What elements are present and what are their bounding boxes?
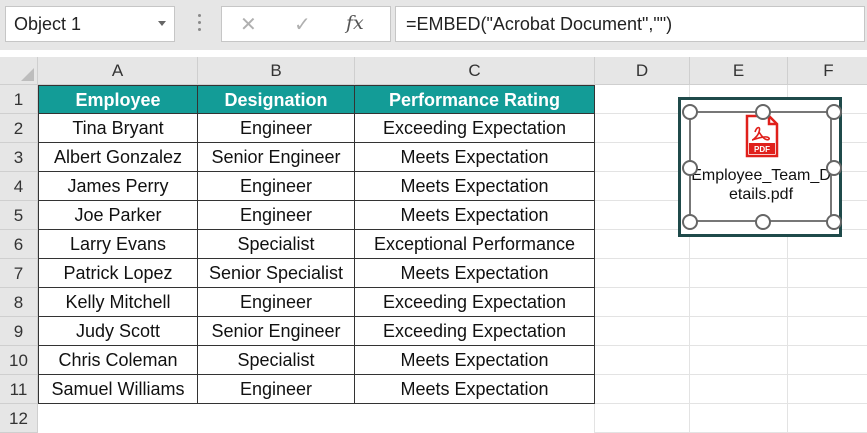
resize-handle[interactable]	[755, 104, 771, 120]
table-cell[interactable]: Engineer	[198, 172, 355, 201]
filename-line-1: Employee_Team_D	[691, 167, 831, 184]
resize-handle[interactable]	[682, 214, 698, 230]
embedded-object-filename: Employee_Team_D etails.pdf	[680, 166, 842, 204]
row-header-1[interactable]: 1	[0, 85, 38, 114]
table-cell[interactable]: Meets Expectation	[355, 259, 595, 288]
check-icon[interactable]: ✓	[294, 14, 311, 36]
resize-handle[interactable]	[826, 160, 842, 176]
table-cell[interactable]: Engineer	[198, 114, 355, 143]
row-header-10[interactable]: 10	[0, 346, 38, 375]
resize-handle[interactable]	[682, 104, 698, 120]
gridline-horizontal	[595, 316, 867, 317]
gridline-horizontal	[595, 403, 867, 404]
name-box-value: Object 1	[14, 14, 82, 34]
pdf-icon-text: PDF	[754, 145, 770, 154]
column-header-c[interactable]: C	[355, 57, 595, 85]
gridline-horizontal	[595, 287, 867, 288]
table-cell[interactable]: Senior Engineer	[198, 143, 355, 172]
row-header-8[interactable]: 8	[0, 288, 38, 317]
column-header-d[interactable]: D	[595, 57, 690, 85]
name-box[interactable]: Object 1	[5, 6, 175, 42]
gridline-vertical	[787, 85, 788, 433]
formula-bar-area: Object 1 ✕ ✓ fx =EMBED("Acrobat Document…	[0, 0, 867, 50]
row-header-9[interactable]: 9	[0, 317, 38, 346]
cancel-icon[interactable]: ✕	[240, 14, 257, 36]
table-cell[interactable]: Meets Expectation	[355, 143, 595, 172]
resize-handle[interactable]	[826, 214, 842, 230]
table-cell[interactable]: Exceeding Expectation	[355, 317, 595, 346]
table-cell[interactable]: Tina Bryant	[38, 114, 198, 143]
row-header-4[interactable]: 4	[0, 172, 38, 201]
table-header-cell[interactable]: Designation	[198, 85, 355, 114]
table-cell[interactable]: James Perry	[38, 172, 198, 201]
row-header-11[interactable]: 11	[0, 375, 38, 404]
table-cell[interactable]: Engineer	[198, 288, 355, 317]
pdf-icon: PDF	[745, 114, 779, 158]
table-cell[interactable]: Engineer	[198, 201, 355, 230]
resize-handle[interactable]	[755, 214, 771, 230]
table-cell[interactable]: Meets Expectation	[355, 201, 595, 230]
column-header-b[interactable]: B	[198, 57, 355, 85]
resize-handle[interactable]	[682, 160, 698, 176]
table-cell[interactable]: Specialist	[198, 230, 355, 259]
row-header-12[interactable]: 12	[0, 404, 38, 433]
row-header-6[interactable]: 6	[0, 230, 38, 259]
more-options-icon[interactable]	[198, 14, 201, 34]
filename-line-2: etails.pdf	[728, 186, 794, 203]
table-cell[interactable]: Meets Expectation	[355, 346, 595, 375]
row-header-2[interactable]: 2	[0, 114, 38, 143]
gridline-horizontal	[595, 374, 867, 375]
column-header-a[interactable]: A	[38, 57, 198, 85]
select-all-button[interactable]	[0, 57, 38, 85]
gridline-horizontal	[595, 345, 867, 346]
chevron-down-icon[interactable]	[158, 21, 166, 26]
table-cell[interactable]: Joe Parker	[38, 201, 198, 230]
table-header-cell[interactable]: Employee	[38, 85, 198, 114]
table-cell[interactable]: Albert Gonzalez	[38, 143, 198, 172]
formula-buttons: ✕ ✓ fx	[221, 6, 391, 42]
column-header-f[interactable]: F	[788, 57, 867, 85]
table-cell[interactable]: Larry Evans	[38, 230, 198, 259]
gridline-vertical	[689, 85, 690, 433]
table-cell[interactable]: Judy Scott	[38, 317, 198, 346]
table-cell[interactable]: Senior Specialist	[198, 259, 355, 288]
table-header-cell[interactable]: Performance Rating	[355, 85, 595, 114]
row-header-5[interactable]: 5	[0, 201, 38, 230]
table-cell[interactable]: Senior Engineer	[198, 317, 355, 346]
table-cell[interactable]: Chris Coleman	[38, 346, 198, 375]
formula-text: =EMBED("Acrobat Document","")	[406, 14, 673, 34]
formula-input[interactable]: =EMBED("Acrobat Document","")	[395, 6, 865, 42]
row-header-7[interactable]: 7	[0, 259, 38, 288]
column-header-e[interactable]: E	[690, 57, 788, 85]
table-cell[interactable]: Specialist	[198, 346, 355, 375]
table-cell[interactable]: Meets Expectation	[355, 172, 595, 201]
table-cell[interactable]: Kelly Mitchell	[38, 288, 198, 317]
row-header-3[interactable]: 3	[0, 143, 38, 172]
resize-handle[interactable]	[826, 104, 842, 120]
table-cell[interactable]: Exceptional Performance	[355, 230, 595, 259]
table-cell[interactable]: Samuel Williams	[38, 375, 198, 404]
table-cell[interactable]: Patrick Lopez	[38, 259, 198, 288]
table-cell[interactable]: Meets Expectation	[355, 375, 595, 404]
table-cell[interactable]: Exceeding Expectation	[355, 288, 595, 317]
gridline-horizontal	[595, 258, 867, 259]
table-cell[interactable]: Exceeding Expectation	[355, 114, 595, 143]
insert-function-icon[interactable]: fx	[346, 12, 364, 34]
table-cell[interactable]: Engineer	[198, 375, 355, 404]
